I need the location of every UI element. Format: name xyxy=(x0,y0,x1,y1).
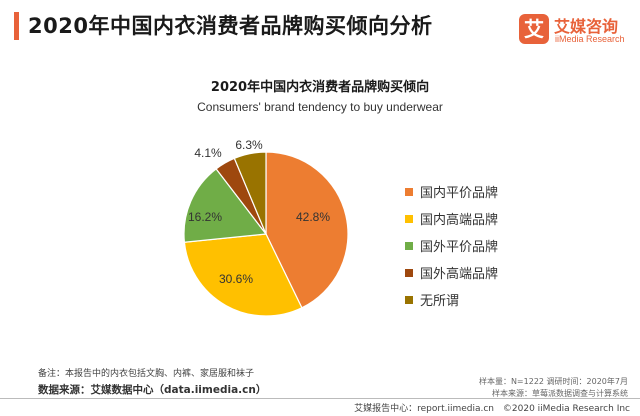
legend-item: 国外高端品牌 xyxy=(405,259,498,286)
chart-title: 2020年中国内衣消费者品牌购买倾向 xyxy=(210,80,430,95)
legend-item: 国内平价品牌 xyxy=(405,178,498,205)
logo-mark-icon: 艾 xyxy=(519,14,549,44)
sample-meta: 样本量：N=1222 调研时间：2020年7月 样本来源：草莓派数据调查与计算系… xyxy=(479,376,628,400)
legend-item: 国外平价品牌 xyxy=(405,232,498,259)
legend-swatch xyxy=(405,241,413,250)
logo-en-text: iiMedia Research xyxy=(555,34,625,44)
legend-label: 国外高端品牌 xyxy=(420,267,499,282)
legend-label: 国内高端品牌 xyxy=(420,213,499,228)
sample-source: 样本来源：草莓派数据调查与计算系统 xyxy=(492,389,628,398)
title-accent-bar xyxy=(14,12,19,40)
legend-swatch xyxy=(405,187,413,196)
legend-swatch xyxy=(405,295,413,304)
pie-slice-label: 30.6% xyxy=(219,272,253,286)
footer-report-link[interactable]: 艾媒报告中心：report.iimedia.cn xyxy=(354,404,495,414)
chart-legend: 国内平价品牌 国内高端品牌 国外平价品牌 国外高端品牌 无所谓 xyxy=(405,178,498,313)
pie-slice-label: 42.8% xyxy=(296,210,330,224)
chart-subtitle: Consumers' brand tendency to buy underwe… xyxy=(197,100,443,114)
legend-swatch xyxy=(405,214,413,223)
iimedia-logo[interactable]: 艾 艾媒咨询 iiMedia Research xyxy=(519,14,637,48)
sample-size: 样本量：N=1222 调研时间：2020年7月 xyxy=(478,377,628,386)
pie-slice xyxy=(183,233,303,317)
legend-label: 国外平价品牌 xyxy=(420,240,499,255)
pie-slice xyxy=(265,151,349,309)
pie-slice-label: 6.3% xyxy=(235,138,263,152)
legend-swatch xyxy=(405,268,413,277)
logo-cn-text: 艾媒咨询 xyxy=(554,17,619,36)
footer-divider xyxy=(0,398,640,399)
legend-label: 国内平价品牌 xyxy=(420,186,499,201)
legend-label: 无所谓 xyxy=(420,294,460,309)
legend-item: 国内高端品牌 xyxy=(405,205,498,232)
pie-slice-label: 16.2% xyxy=(188,210,222,224)
pie-slice xyxy=(183,168,268,243)
page-title: 2020年中国内衣消费者品牌购买倾向分析 xyxy=(28,14,433,38)
legend-item: 无所谓 xyxy=(405,286,498,313)
pie-slice-label: 4.1% xyxy=(194,146,222,160)
footer: 艾媒报告中心：report.iimedia.cn ©2020 iiMedia R… xyxy=(348,401,630,414)
pie-slice xyxy=(233,151,267,235)
footer-copyright: ©2020 iiMedia Research Inc xyxy=(502,404,630,414)
report-note: 备注：本报告中的内衣包括文胸、内裤、家居服和袜子 xyxy=(38,369,255,379)
data-source: 数据来源：艾媒数据中心（data.iimedia.cn） xyxy=(38,384,267,396)
